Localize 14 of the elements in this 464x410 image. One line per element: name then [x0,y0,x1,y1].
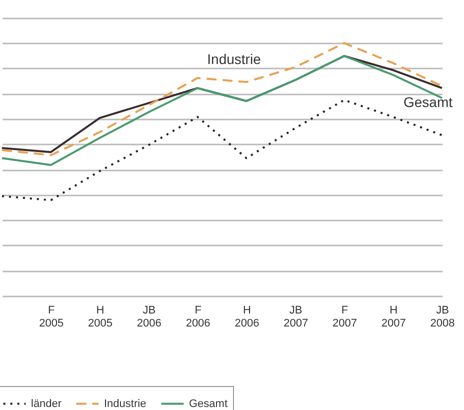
annotation: Industrie [207,51,262,67]
x-tick-label: JB 2008 [430,304,455,330]
legend-label: Gesamt [189,398,228,410]
x-tick-label: F 2007 [332,304,357,330]
x-tick-label: F 2006 [186,304,210,330]
annotation: Gesamt [403,94,453,110]
x-tick-label: JB 2006 [136,304,162,330]
legend-label: Industrie [104,398,146,410]
x-tick-label: F 2005 [39,304,64,330]
x-tick-label: H 2006 [234,304,260,330]
x-tick-label: H 2005 [88,304,113,330]
x-tick-label: JB 2007 [284,304,308,330]
legend-label: länder [31,398,62,410]
x-tick-label: H 2007 [381,304,406,330]
